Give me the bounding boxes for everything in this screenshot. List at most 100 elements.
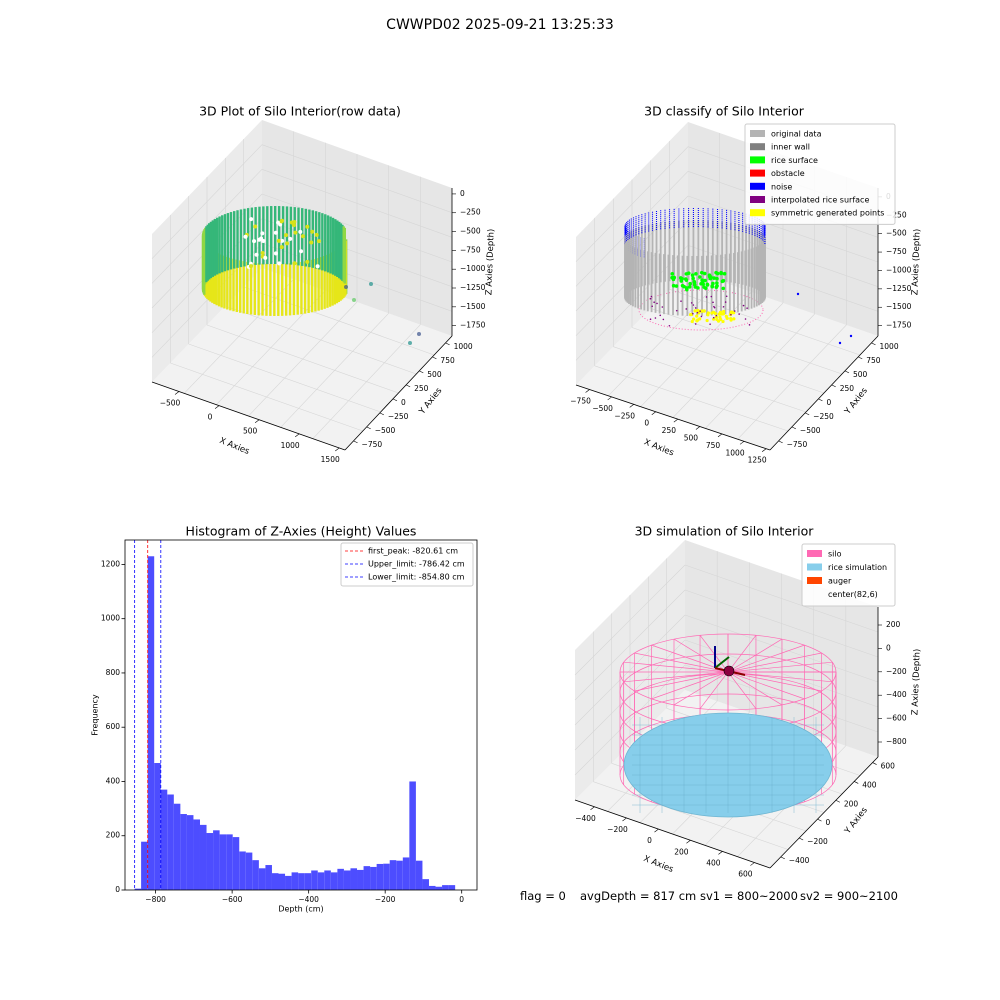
p4-x-tick-label: −400 [575, 814, 596, 823]
p2-legend-label: noise [771, 182, 792, 191]
p3-bar [324, 870, 331, 890]
p1-x-tick [294, 433, 300, 438]
p2-interpolated-point [713, 305, 715, 308]
p3-y-tick-label: 1200 [101, 559, 120, 568]
p4-axis-lines [574, 607, 879, 869]
p2-symmetric-point [732, 317, 736, 321]
p2-y-tick [818, 398, 823, 402]
p2-rice-surface-point [671, 283, 676, 288]
p1-interior-point [316, 239, 321, 244]
p2-noise-point [796, 292, 800, 296]
p4-y-tick-label: −200 [807, 837, 828, 846]
p2-rice-surface-point [711, 281, 715, 286]
p2-interpolated-point [654, 317, 657, 319]
p1-interior-point [289, 220, 294, 225]
p4-z-tick-label: −800 [886, 737, 907, 746]
p4-y-axis-label: Y Axies [842, 805, 870, 837]
p2-rice-surface-point [700, 280, 705, 284]
p2-x-tick [673, 418, 679, 423]
p2-symmetric-point [722, 309, 726, 314]
p3-bar [343, 870, 351, 890]
p2-symmetric-point [710, 311, 714, 315]
p1-interior-point [288, 236, 293, 241]
p4-legend-swatch [807, 577, 822, 584]
p3-bar [291, 872, 299, 890]
p1-y-tick [353, 440, 358, 444]
p2-interpolated-point [680, 300, 682, 302]
p1-interior-point [279, 245, 284, 250]
p2-interpolated-point [668, 324, 671, 327]
p3-x-tick-label: −200 [375, 895, 396, 904]
p2-rice-surface-point [670, 272, 675, 276]
p4-title: 3D simulation of Silo Interior [635, 524, 815, 539]
p4-legend-swatch [807, 563, 822, 571]
p2-legend-frame [744, 123, 896, 225]
p2-interpolated-point [690, 302, 693, 304]
p3-bar [435, 886, 443, 890]
p2-rice-surface-point [703, 278, 707, 283]
p3-y-tick-label: 0 [115, 885, 120, 894]
p2-legend-label: interpolated rice surface [771, 196, 869, 205]
p3-y-tick-label: 800 [106, 668, 121, 677]
p2-x-tick-label: 250 [662, 426, 677, 435]
p4-z-tick-label: 0 [886, 643, 891, 652]
p1-y-tick-label: −250 [388, 412, 409, 421]
p1-z-tick-label: −1500 [460, 302, 486, 311]
p2-rice-surface-point [702, 285, 706, 289]
p4-y-tick [835, 800, 841, 803]
p2-interpolated-point [713, 306, 716, 309]
p2-z-tick-label: −250 [886, 210, 907, 219]
p2-interpolated-point [712, 316, 715, 319]
status-sv1: sv1 = 800~2000 [700, 889, 798, 903]
p1-interior-point [292, 261, 297, 266]
p2-points [624, 208, 853, 345]
p3-bar [213, 830, 220, 890]
p4-x-tick [750, 862, 755, 866]
p1-interior-point [300, 234, 305, 239]
p3-x-tick-label: −600 [222, 895, 243, 904]
p3-y-axis-label: Frequency [91, 694, 100, 736]
p3-y-tick-label: 600 [106, 722, 121, 731]
p1-outlier-point [352, 298, 356, 302]
p1-interior-point [278, 222, 283, 227]
p4-x-tick-label: 400 [706, 858, 721, 867]
p4-simulation [619, 633, 837, 818]
p4-legend-label: auger [828, 577, 852, 586]
p2-z-tick-label: −1250 [886, 284, 912, 293]
p2-noise-point [849, 334, 853, 338]
p1-y-tick-label: −750 [362, 440, 383, 449]
p3-bar [226, 834, 233, 890]
p2-interpolated-point [649, 318, 652, 321]
p2-rice-surface-point [702, 271, 707, 276]
p3-bar [330, 872, 338, 890]
p3-bar [376, 863, 384, 890]
status-flag: flag = 0 [520, 889, 566, 903]
p3-bar [252, 860, 259, 890]
p2-legend-swatch [750, 156, 765, 164]
p2-interpolated-point [712, 301, 714, 304]
p3-bar [258, 868, 266, 890]
p4-legend-label: center(82,6) [828, 590, 878, 599]
p4-y-tick [817, 818, 822, 822]
p2-x-tick-label: −250 [614, 411, 635, 420]
p3-x-tick-label: −400 [298, 895, 319, 904]
p2-symmetric-point [715, 317, 719, 322]
p2-interpolated-point [694, 307, 697, 309]
p2-y-tick-label: 1000 [880, 342, 899, 351]
p2-y-tick-label: −250 [813, 412, 834, 421]
p1-interior-point [259, 236, 264, 241]
p2-x-tick-label: 750 [706, 441, 721, 450]
p2-rice-surface-point [680, 277, 684, 281]
p2-interpolated-point [705, 296, 708, 298]
p3-bar [134, 888, 142, 890]
p2-legend-swatch [750, 169, 765, 177]
p4-x-tick [590, 806, 595, 811]
p1-z-tick-label: −1750 [460, 321, 486, 330]
p2-symmetric-point [721, 312, 726, 316]
p2-rice-surface-point [705, 282, 710, 287]
p1-y-tick-label: 1000 [454, 342, 473, 351]
p2-x-tick-label: −500 [592, 404, 613, 413]
p2-symmetric-point [730, 311, 734, 315]
p2-interpolated-point [662, 318, 665, 321]
p1-z-tick-label: −1250 [460, 283, 486, 292]
